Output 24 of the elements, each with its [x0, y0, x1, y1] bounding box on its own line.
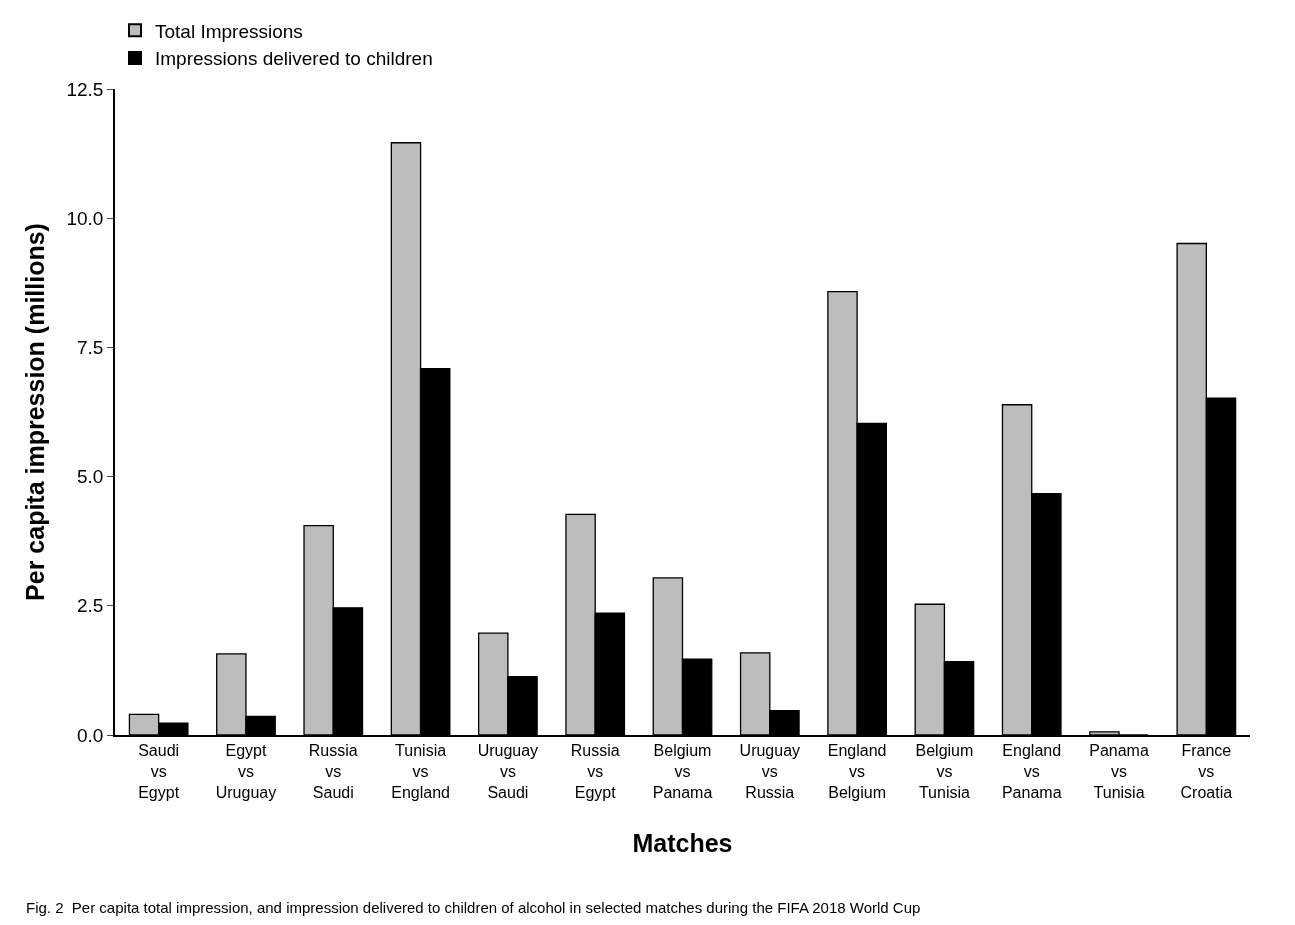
x-tick-label: Russia vs Egypt [570, 741, 620, 801]
x-tick-label: Russia vs Saudi [308, 741, 358, 801]
x-axis-title: Matches [632, 829, 733, 858]
x-tick-label: England vs Belgium [827, 741, 887, 801]
y-tick-label: 12.5 [66, 78, 104, 100]
y-tick-label: 7.5 [77, 337, 104, 359]
x-tick-label: England vs Panama [1001, 741, 1062, 801]
y-tick-label: 2.5 [77, 595, 104, 617]
x-tick-label: Saudi vs Egypt [138, 741, 180, 801]
x-tick-label: Belgium vs Panama [652, 741, 713, 801]
x-tick-label: Tunisia vs England [391, 741, 450, 801]
x-tick-label: Panama vs Tunisia [1089, 741, 1149, 801]
y-tick-label: 10.0 [66, 207, 104, 229]
x-tick-label: Uruguay vs Russia [739, 741, 801, 801]
x-tick-label: France vs Croatia [1180, 741, 1233, 801]
x-tick-label: Egypt vs Uruguay [215, 741, 277, 801]
x-tick-label: Uruguay vs Saudi [477, 741, 539, 801]
y-tick-label: 5.0 [77, 466, 104, 488]
legend-label: Impressions delivered to children [155, 48, 433, 70]
caption: Fig. 2 Per capita total impression, and impression delivered to children of alcohol in selected matches during the FIFA 2018 World Cup [26, 899, 921, 916]
y-tick-label: 0.0 [77, 724, 104, 746]
y-axis-title: Per capita impression (millions) [20, 223, 49, 601]
x-tick-label: Belgium vs Tunisia [915, 741, 974, 801]
legend-label: Total Impressions [155, 20, 303, 42]
